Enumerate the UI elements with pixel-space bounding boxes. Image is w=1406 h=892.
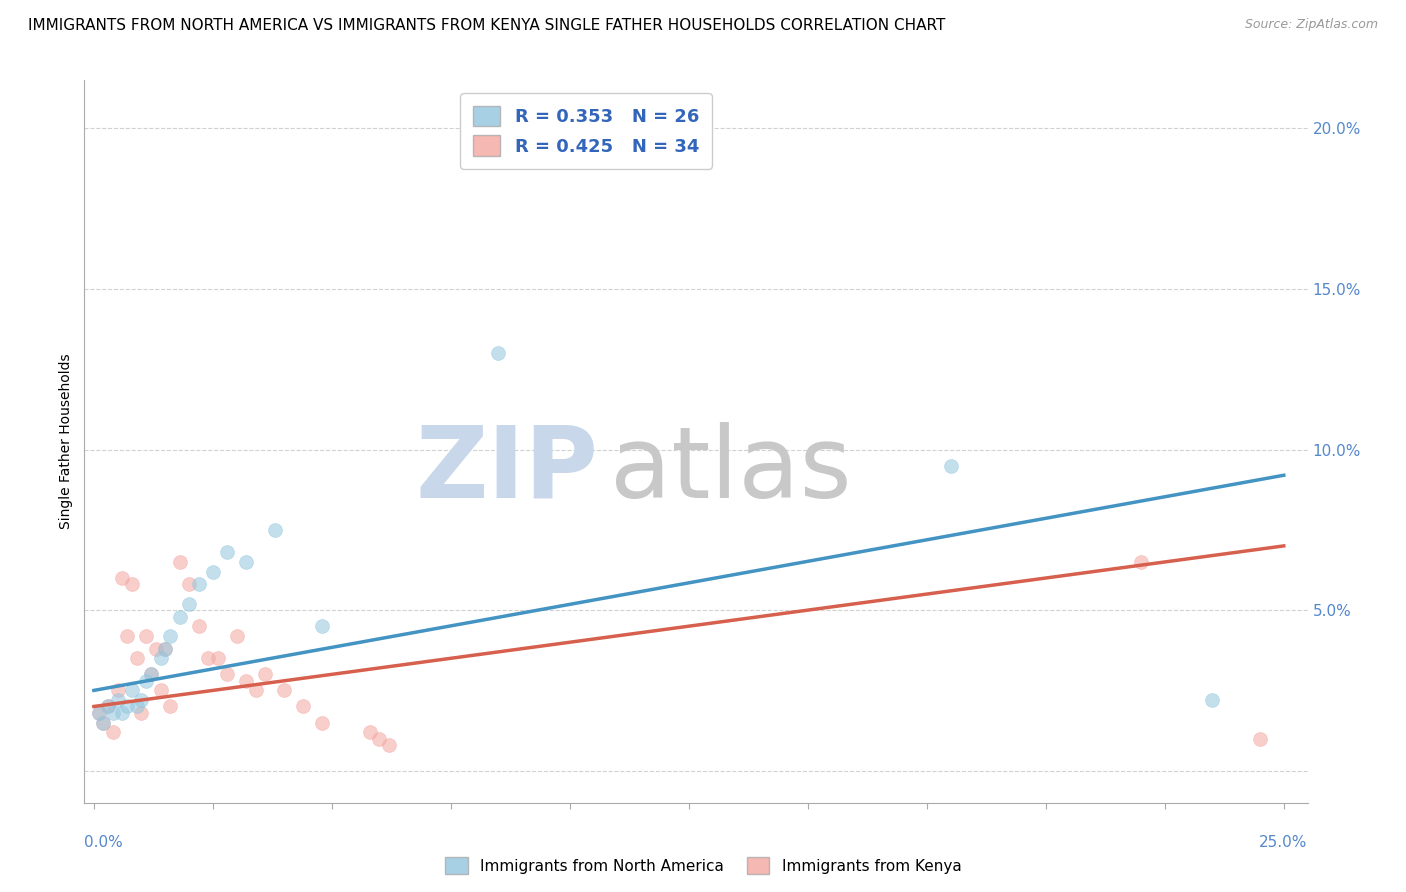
- Point: [149, 651, 172, 665]
- Legend: Immigrants from North America, Immigrants from Kenya: Immigrants from North America, Immigrant…: [439, 851, 967, 880]
- Point: [135, 629, 157, 643]
- Point: [217, 667, 239, 681]
- Point: [254, 667, 277, 681]
- Point: [1130, 555, 1153, 569]
- Point: [121, 683, 143, 698]
- Point: [125, 651, 148, 665]
- Point: [139, 667, 162, 681]
- Point: [169, 609, 191, 624]
- Point: [155, 641, 177, 656]
- Point: [97, 699, 120, 714]
- Point: [101, 725, 124, 739]
- Text: ZIP: ZIP: [415, 422, 598, 519]
- Text: Source: ZipAtlas.com: Source: ZipAtlas.com: [1244, 18, 1378, 31]
- Point: [217, 545, 239, 559]
- Legend: R = 0.353   N = 26, R = 0.425   N = 34: R = 0.353 N = 26, R = 0.425 N = 34: [460, 93, 711, 169]
- Point: [1201, 693, 1223, 707]
- Point: [115, 699, 138, 714]
- Point: [125, 699, 148, 714]
- Point: [235, 673, 257, 688]
- Point: [187, 577, 209, 591]
- Point: [97, 699, 120, 714]
- Point: [368, 731, 391, 746]
- Point: [155, 641, 177, 656]
- Text: IMMIGRANTS FROM NORTH AMERICA VS IMMIGRANTS FROM KENYA SINGLE FATHER HOUSEHOLDS : IMMIGRANTS FROM NORTH AMERICA VS IMMIGRA…: [28, 18, 945, 33]
- Point: [131, 693, 153, 707]
- Point: [169, 555, 191, 569]
- Point: [145, 641, 167, 656]
- Text: 25.0%: 25.0%: [1260, 835, 1308, 850]
- Point: [111, 571, 134, 585]
- Point: [359, 725, 381, 739]
- Point: [93, 715, 115, 730]
- Point: [187, 619, 209, 633]
- Point: [87, 706, 110, 720]
- Point: [177, 577, 200, 591]
- Point: [939, 458, 962, 473]
- Point: [197, 651, 219, 665]
- Point: [101, 706, 124, 720]
- Point: [115, 629, 138, 643]
- Text: 0.0%: 0.0%: [84, 835, 124, 850]
- Point: [93, 715, 115, 730]
- Y-axis label: Single Father Households: Single Father Households: [59, 354, 73, 529]
- Point: [207, 651, 229, 665]
- Point: [107, 693, 129, 707]
- Point: [273, 683, 295, 698]
- Point: [87, 706, 110, 720]
- Point: [488, 346, 510, 360]
- Point: [378, 738, 401, 752]
- Point: [1249, 731, 1271, 746]
- Point: [107, 683, 129, 698]
- Point: [235, 555, 257, 569]
- Point: [292, 699, 315, 714]
- Point: [159, 629, 181, 643]
- Point: [111, 706, 134, 720]
- Text: atlas: atlas: [610, 422, 852, 519]
- Point: [121, 577, 143, 591]
- Point: [263, 523, 285, 537]
- Point: [159, 699, 181, 714]
- Point: [177, 597, 200, 611]
- Point: [311, 619, 333, 633]
- Point: [139, 667, 162, 681]
- Point: [225, 629, 247, 643]
- Point: [131, 706, 153, 720]
- Point: [311, 715, 333, 730]
- Point: [149, 683, 172, 698]
- Point: [135, 673, 157, 688]
- Point: [245, 683, 267, 698]
- Point: [201, 565, 224, 579]
